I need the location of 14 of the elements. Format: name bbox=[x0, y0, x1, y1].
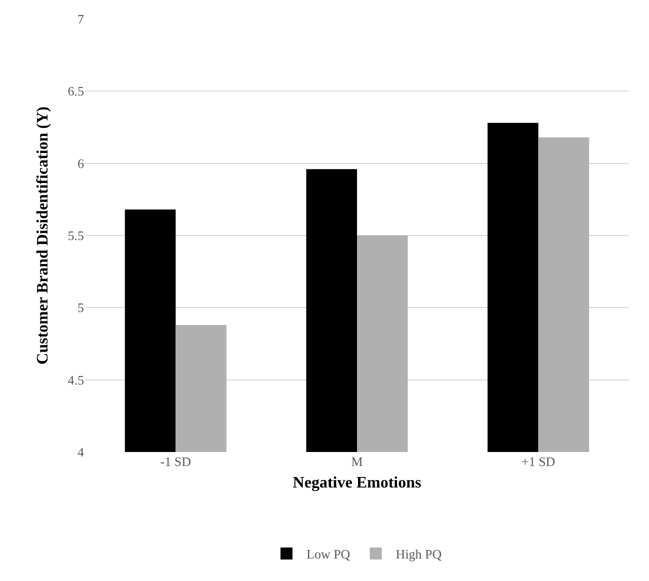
legend-label: High PQ bbox=[396, 546, 442, 562]
x-axis-title: Negative Emotions bbox=[292, 474, 422, 492]
y-tick-label: 6.5 bbox=[68, 84, 84, 99]
x-tick-label: +1 SD bbox=[521, 454, 556, 469]
y-tick-label: 6 bbox=[78, 156, 84, 171]
y-tick-label: 4.5 bbox=[68, 372, 84, 388]
x-tick-label: -1 SD bbox=[160, 454, 192, 469]
y-tick-label: 7 bbox=[78, 12, 84, 27]
x-tick-label: M bbox=[351, 454, 364, 469]
y-tick-label: 4 bbox=[78, 444, 84, 460]
y-tick-label: 5.5 bbox=[68, 228, 84, 244]
y-axis-title: Customer Brand Disidentification (Y) bbox=[34, 106, 52, 364]
legend-label: Low PQ bbox=[306, 546, 351, 562]
y-tick-label: 5 bbox=[78, 300, 84, 316]
